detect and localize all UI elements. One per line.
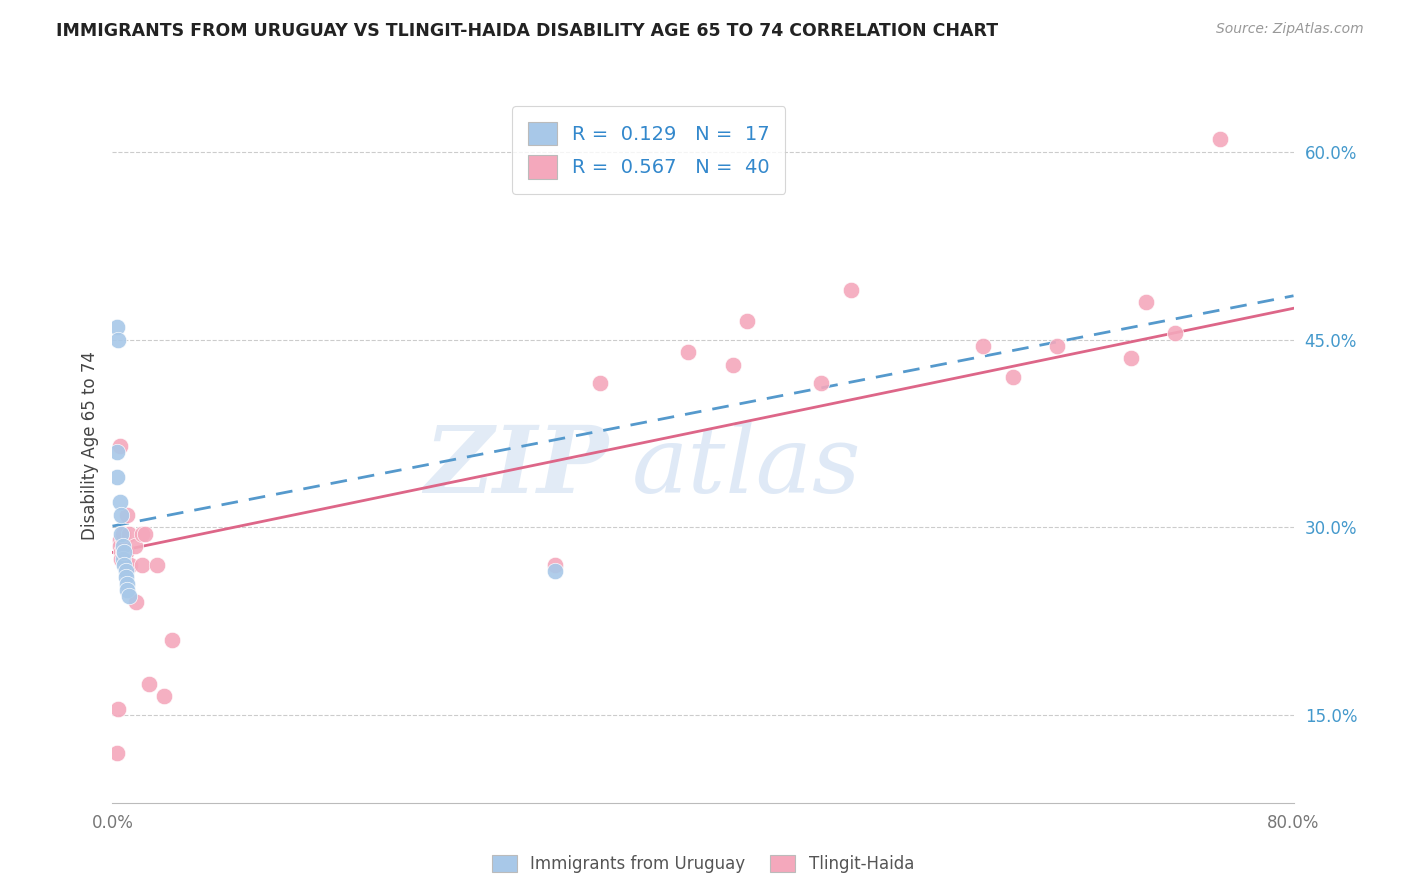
Point (114, 564, 136, 578)
Point (678, 345, 700, 359)
Point (111, 539, 134, 553)
Point (588, 376, 610, 391)
Point (134, 526, 156, 541)
Point (544, 558, 567, 572)
Point (105, 320, 128, 334)
Point (111, 526, 134, 541)
Point (112, 545, 135, 559)
Y-axis label: Disability Age 65 to 74: Disability Age 65 to 74 (80, 351, 98, 541)
Point (1208, 132, 1232, 146)
Point (110, 508, 132, 522)
Point (110, 545, 132, 559)
Point (105, 470, 128, 484)
Point (131, 558, 153, 572)
Point (146, 558, 169, 572)
Point (544, 564, 567, 578)
Point (737, 314, 759, 328)
Point (973, 339, 995, 353)
Point (107, 333, 129, 347)
Text: atlas: atlas (633, 423, 862, 512)
Point (111, 533, 134, 547)
Point (1001, 370, 1024, 384)
Point (111, 551, 134, 566)
Point (125, 595, 148, 609)
Legend: Immigrants from Uruguay, Tlingit-Haida: Immigrants from Uruguay, Tlingit-Haida (485, 848, 921, 880)
Point (118, 589, 141, 603)
Point (105, 445, 128, 459)
Point (810, 376, 832, 391)
Point (112, 558, 135, 572)
Point (131, 526, 153, 541)
Point (153, 690, 176, 704)
Point (117, 558, 138, 572)
Point (108, 495, 131, 509)
Point (839, 283, 862, 297)
Point (1164, 326, 1187, 341)
Point (108, 439, 131, 453)
Point (105, 746, 128, 760)
Point (120, 558, 142, 572)
Point (108, 539, 131, 553)
Point (112, 545, 135, 559)
Point (1135, 295, 1157, 310)
Point (124, 539, 146, 553)
Text: Source: ZipAtlas.com: Source: ZipAtlas.com (1216, 22, 1364, 37)
Point (111, 545, 134, 559)
Point (114, 545, 136, 559)
Point (1046, 339, 1069, 353)
Point (117, 508, 138, 522)
Point (160, 633, 183, 648)
Text: IMMIGRANTS FROM URUGUAY VS TLINGIT-HAIDA DISABILITY AGE 65 TO 74 CORRELATION CHA: IMMIGRANTS FROM URUGUAY VS TLINGIT-HAIDA… (56, 22, 998, 40)
Text: ZIP: ZIP (425, 423, 609, 512)
Point (107, 702, 129, 716)
Point (108, 533, 131, 547)
Point (118, 526, 141, 541)
Point (110, 551, 132, 566)
Point (110, 526, 132, 541)
Point (117, 576, 138, 591)
Point (117, 582, 138, 597)
Point (112, 551, 135, 566)
Point (1119, 351, 1142, 366)
Point (721, 358, 744, 372)
Point (138, 677, 160, 691)
Point (114, 570, 136, 584)
